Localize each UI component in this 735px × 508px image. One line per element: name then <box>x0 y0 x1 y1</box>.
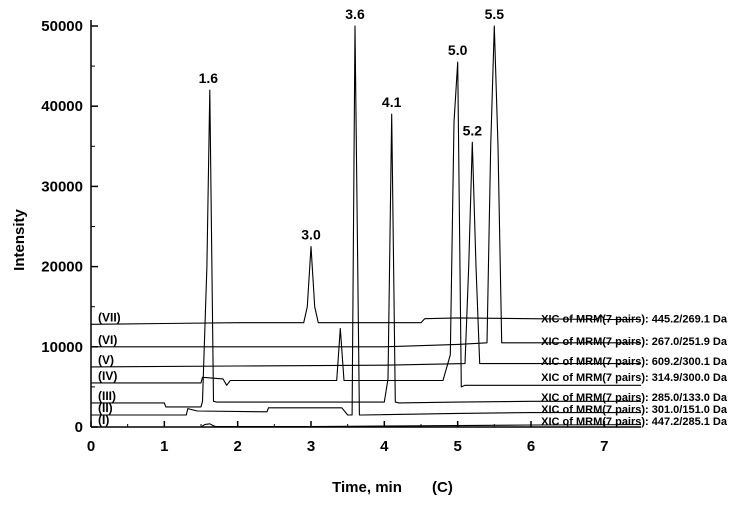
x-tick-label: 1 <box>160 438 168 455</box>
peak-label: 4.1 <box>382 94 402 110</box>
trace-line <box>91 61 641 388</box>
trace-info-label: XIC of MRM(7 pairs): 445.2/269.1 Da <box>541 313 728 325</box>
trace-id-label: (III) <box>98 389 116 403</box>
x-tick-label: 6 <box>527 438 535 455</box>
trace-info-label: XIC of MRM(7 pairs): 267.0/251.9 Da <box>541 336 728 348</box>
peak-label: 5.2 <box>463 122 483 138</box>
trace-line <box>91 25 641 348</box>
peak-label: 5.0 <box>448 42 468 58</box>
trace-line <box>91 423 642 428</box>
trace-line <box>91 89 641 408</box>
y-axis-ticks: 0 10000 20000 30000 40000 50000 <box>41 18 98 436</box>
trace-line <box>90 245 641 325</box>
trace-info-label: XIC of MRM(7 pairs): 447.2/285.1 Da <box>541 416 728 428</box>
x-tick-label: 2 <box>233 438 241 455</box>
x-axis-title: Time, min <box>332 479 402 496</box>
peak-label: 3.0 <box>301 227 321 243</box>
peak-label: 5.5 <box>485 6 505 22</box>
y-tick-label: 40000 <box>41 98 83 115</box>
trace-ids: (I)(II)(III) (IV) (V) (VI) (VII) <box>98 310 121 427</box>
y-axis-title: Intensity <box>11 209 28 271</box>
trace-info-label: XIC of MRM(7 pairs): 609.2/300.1 Da <box>541 356 728 368</box>
trace-line <box>90 141 641 368</box>
y-tick-label: 0 <box>75 419 83 436</box>
peak-label: 3.6 <box>345 6 365 22</box>
trace-line <box>91 25 641 416</box>
trace-id-label: (II) <box>98 401 113 415</box>
trace-id-label: (IV) <box>98 369 117 383</box>
x-axis-ticks: 0 1 2 3 4 5 6 7 <box>87 421 609 455</box>
trace-lines <box>90 25 642 428</box>
y-tick-label: 30000 <box>41 178 83 195</box>
panel-label: (C) <box>432 479 453 496</box>
trace-info-label: XIC of MRM(7 pairs): 301.0/151.0 Da <box>541 404 728 416</box>
x-tick-label: 0 <box>87 438 95 455</box>
peak-labels: 1.6 3.0 3.6 4.1 5.0 5.2 5.5 <box>199 6 505 243</box>
y-tick-label: 10000 <box>41 339 83 356</box>
trace-info-label: XIC of MRM(7 pairs): 314.9/300.0 Da <box>541 372 728 384</box>
x-tick-label: 5 <box>453 438 461 455</box>
trace-id-label: (I) <box>98 413 109 427</box>
trace-id-label: (VII) <box>98 310 121 324</box>
x-tick-label: 3 <box>307 438 315 455</box>
y-tick-label: 50000 <box>41 18 83 35</box>
peak-label: 1.6 <box>199 70 219 86</box>
trace-info-label: XIC of MRM(7 pairs): 285.0/133.0 Da <box>541 392 728 404</box>
axes <box>90 20 641 428</box>
x-tick-label: 4 <box>380 438 389 455</box>
trace-id-label: (V) <box>98 353 114 367</box>
trace-id-label: (VI) <box>98 333 117 347</box>
x-tick-label: 7 <box>600 438 608 455</box>
y-tick-label: 20000 <box>41 259 83 276</box>
